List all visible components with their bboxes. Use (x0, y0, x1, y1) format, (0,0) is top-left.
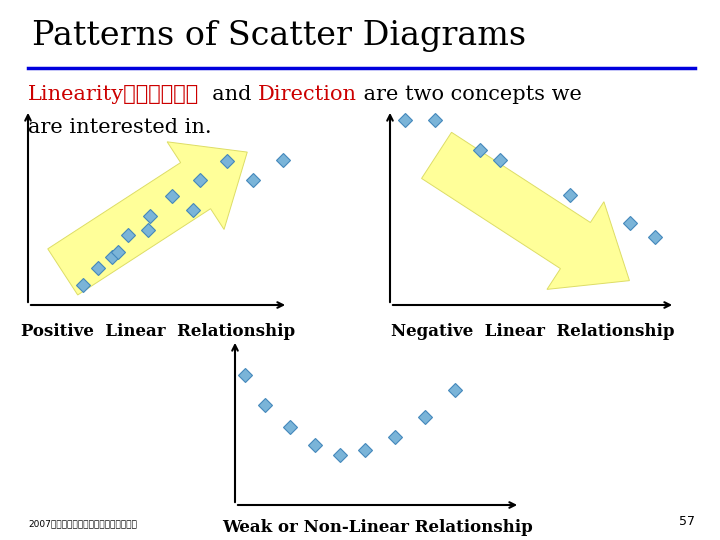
Text: are two concepts we: are two concepts we (357, 85, 582, 104)
Text: Positive  Linear  Relationship: Positive Linear Relationship (21, 323, 295, 340)
Polygon shape (422, 132, 629, 289)
Polygon shape (48, 142, 247, 295)
Text: 2007年秋季統計學研究（一）將院教講義: 2007年秋季統計學研究（一）將院教講義 (28, 519, 137, 528)
Text: Negative  Linear  Relationship: Negative Linear Relationship (391, 323, 674, 340)
Text: and: and (199, 85, 258, 104)
Text: Linearity（線性相關）: Linearity（線性相關） (28, 85, 199, 104)
Text: are interested in.: are interested in. (28, 118, 212, 137)
Text: Patterns of Scatter Diagrams: Patterns of Scatter Diagrams (32, 20, 526, 52)
Text: 57: 57 (679, 515, 695, 528)
Text: Weak or Non-Linear Relationship: Weak or Non-Linear Relationship (222, 519, 533, 536)
Text: Direction: Direction (258, 85, 357, 104)
